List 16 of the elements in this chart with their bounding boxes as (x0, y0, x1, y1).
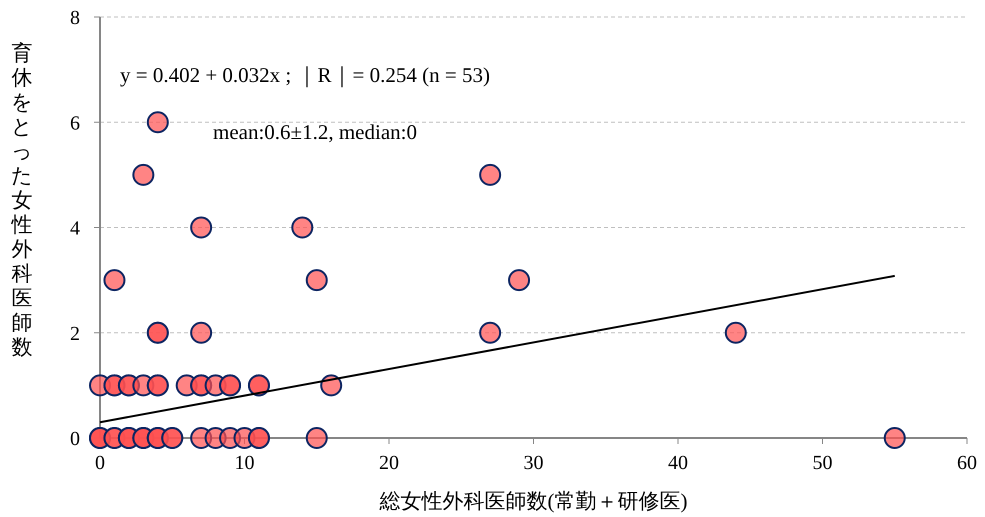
x-tick-label: 20 (379, 452, 399, 474)
x-axis-title: 総女性外科医師数(常勤＋研修医) (378, 489, 688, 513)
y-tick-label: 2 (70, 322, 80, 345)
y-tick-label: 8 (70, 7, 80, 29)
annotation: y = 0.402 + 0.032x ; ｜R｜= 0.254 (n = 53) (120, 63, 490, 88)
x-tick-label: 50 (812, 452, 832, 474)
x-tick-label: 30 (524, 452, 544, 474)
y-tick-label: 4 (70, 218, 80, 240)
y-axis-title: 育休をとった女性外科医師数 (11, 41, 33, 359)
x-tick-label: 0 (95, 452, 105, 474)
x-tick-label: 10 (234, 452, 254, 474)
x-tick-label: 60 (957, 452, 977, 474)
y-tick-label: 0 (70, 428, 80, 450)
y-tick-label: 6 (70, 112, 80, 134)
annotation: mean:0.6±1.2, median:0 (213, 120, 417, 144)
x-tick-label: 40 (668, 452, 688, 474)
